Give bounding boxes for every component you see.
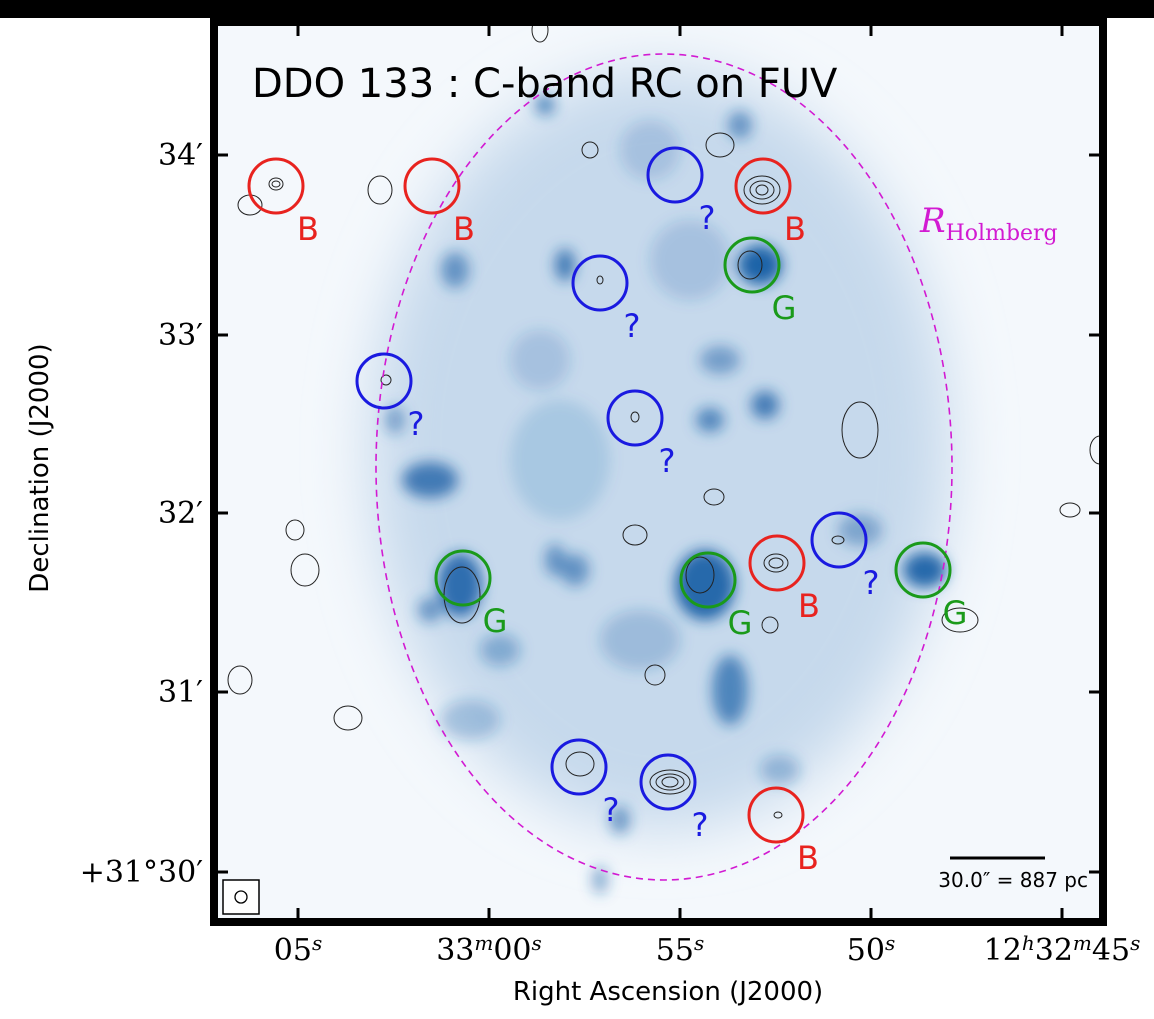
x-axis-label: Right Ascension (J2000) (513, 977, 823, 1007)
x-tick-label: 12h32m45s (984, 931, 1141, 968)
ellipse-label-sub: Holmberg (946, 221, 1058, 246)
marker-label: G (943, 594, 968, 632)
blob (438, 553, 482, 617)
x-tick-label-base: 00 (493, 933, 531, 968)
blob (592, 866, 608, 894)
x-tick-label: 33m00s (436, 931, 542, 968)
blob (728, 111, 752, 139)
blob (760, 755, 800, 785)
y-axis-label: Declination (J2000) (25, 343, 55, 592)
marker-label: ? (659, 442, 676, 480)
x-tick-label-sup: s (694, 931, 704, 955)
blob (838, 514, 882, 546)
blob (650, 220, 730, 300)
beam-box (223, 880, 259, 914)
blob (620, 120, 680, 180)
blob (712, 655, 748, 725)
blob (440, 700, 500, 740)
x-tick-label: 05s (274, 931, 322, 968)
marker-label: ? (624, 307, 641, 345)
x-tick-label-base: 55 (656, 933, 694, 968)
blob (510, 400, 610, 520)
x-tick-label-sup: m (1073, 931, 1092, 955)
marker-label: G (772, 289, 797, 327)
blob (561, 554, 589, 586)
x-tick-label-sup: s (1130, 931, 1140, 955)
top-band (0, 0, 1154, 18)
blob (402, 462, 458, 498)
marker-label: B (797, 839, 819, 877)
blob (418, 598, 442, 622)
marker-label: ? (408, 405, 425, 443)
blob (696, 408, 724, 432)
x-tick-label-base: 32 (1035, 933, 1073, 968)
scale-bar-label: 30.0″ = 887 pc (938, 868, 1088, 892)
marker-label: B (784, 210, 806, 248)
marker-label: B (297, 210, 319, 248)
y-tick-label: 34′ (158, 138, 203, 173)
blob (555, 249, 575, 281)
y-tick-label: +31°30′ (80, 855, 203, 890)
blob (903, 552, 947, 588)
blob (510, 330, 570, 390)
x-tick-label-base: 50 (847, 933, 885, 968)
blob (700, 346, 740, 374)
marker-label: ? (699, 199, 716, 237)
image: B B? B G??? G G B? G?? B 30.0″ = 887 pc (214, 18, 1110, 922)
blob (600, 610, 680, 670)
blob (385, 406, 405, 434)
x-tick-label-sup: m (474, 931, 493, 955)
x-tick-label-sup: s (885, 931, 895, 955)
x-tick-label: 55s (656, 931, 704, 968)
x-tick-label-sup: h (1022, 931, 1035, 955)
ellipse-label-base: R (919, 201, 946, 241)
marker-label: G (728, 604, 753, 642)
x-tick-label-base: 12 (984, 933, 1022, 968)
x-tick-label: 50s (847, 931, 895, 968)
x-tick-label-base: 05 (274, 933, 312, 968)
blob (751, 391, 779, 419)
marker-label: ? (603, 791, 620, 829)
marker-label: ? (863, 564, 880, 602)
blob (441, 252, 469, 288)
marker-label: B (798, 587, 820, 625)
marker-label: B (453, 210, 475, 248)
y-tick-label: 32′ (158, 496, 203, 531)
marker-label: G (483, 602, 508, 640)
x-tick-label-base: 33 (436, 933, 474, 968)
title: DDO 133 : C-band RC on FUV (252, 61, 838, 107)
x-tick-label-sup: s (532, 931, 542, 955)
x-tick-label-base: 45 (1092, 933, 1130, 968)
y-tick-label: 33′ (158, 318, 203, 353)
figure: B B? B G??? G G B? G?? B 30.0″ = 887 pc DDO 133 … (0, 0, 1154, 1019)
y-tick-label: 31′ (158, 675, 203, 710)
x-tick-label-sup: s (312, 931, 322, 955)
marker-label: ? (692, 806, 709, 844)
